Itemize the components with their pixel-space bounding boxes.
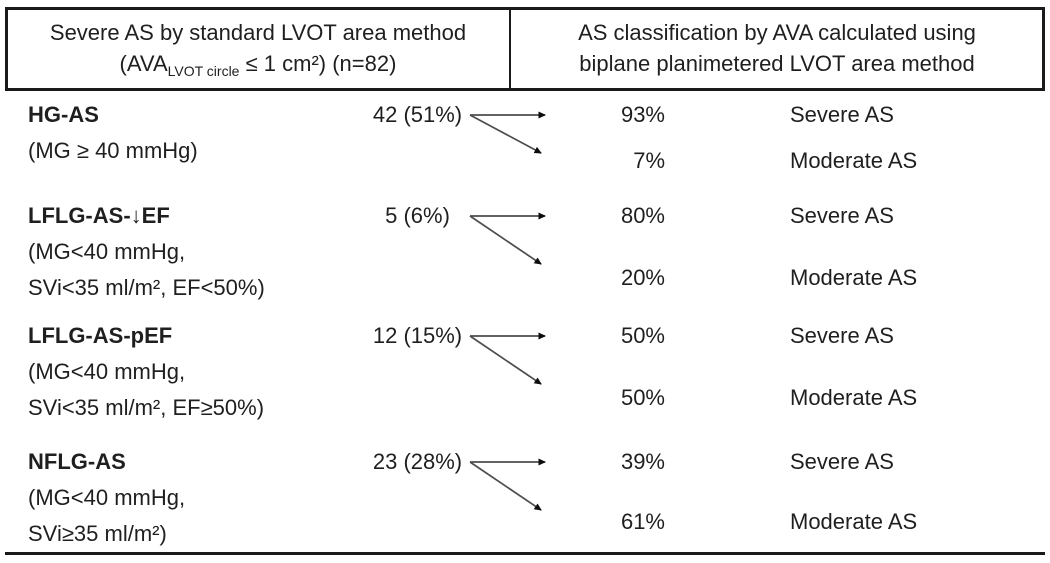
outcome-pct: 50%: [620, 385, 665, 410]
outcome-label: Severe AS: [790, 203, 894, 228]
header-right-cell: AS classification by AVA calculated usin…: [512, 10, 1042, 86]
row-name: LFLG-AS-pEF: [28, 323, 173, 348]
outcome-pct: 61%: [620, 509, 665, 534]
row-criteria-line: SVi<35 ml/m², EF≥50%): [28, 395, 265, 420]
outcome-label: Severe AS: [790, 323, 894, 348]
row-criteria-line: (MG<40 mmHg,: [28, 359, 186, 384]
outcome-pct: 93%: [620, 102, 665, 127]
header-left-subscript: LVOT circle: [167, 63, 240, 79]
outcome-pct: 7%: [633, 148, 665, 173]
row-label-hg-as: HG-AS (MG ≥ 40 mmHg): [28, 97, 358, 169]
outcome-label: Moderate AS: [790, 509, 918, 534]
row-count: 12 (15%): [372, 323, 463, 348]
row-criteria-line: SVi<35 ml/m², EF<50%): [28, 275, 265, 300]
row-count: 42 (51%): [372, 102, 463, 127]
outcome-pct: 39%: [620, 449, 665, 474]
outcome-label: Moderate AS: [790, 148, 918, 173]
outcome-pct: 50%: [620, 323, 665, 348]
outcome-label: Moderate AS: [790, 385, 918, 410]
border-right: [1042, 7, 1045, 91]
row-count: 23 (28%): [372, 449, 463, 474]
border-bottom: [5, 552, 1045, 555]
outcome-pct: 20%: [620, 265, 665, 290]
row-criteria-line: (MG ≥ 40 mmHg): [28, 138, 198, 163]
row-criteria-line: (MG<40 mmHg,: [28, 239, 186, 264]
row-criteria-line: (MG<40 mmHg,: [28, 485, 186, 510]
header-right-line1: AS classification by AVA calculated usin…: [578, 20, 976, 45]
header-left-line2: (AVALVOT circle ≤ 1 cm²) (n=82): [119, 51, 397, 79]
border-top: [5, 7, 1045, 10]
border-left: [5, 7, 8, 91]
header-right-line2: biplane planimetered LVOT area method: [579, 51, 975, 76]
row-name: HG-AS: [28, 102, 99, 127]
header-divider: [509, 7, 511, 91]
outcome-label: Severe AS: [790, 449, 894, 474]
row-name: NFLG-AS: [28, 449, 126, 474]
header-bottom-rule: [5, 88, 1045, 91]
header-left-line1: Severe AS by standard LVOT area method: [49, 20, 467, 45]
row-count: 5 (6%): [385, 203, 450, 228]
row-label-lflg-as-pef: LFLG-AS-pEF (MG<40 mmHg, SVi<35 ml/m², E…: [28, 318, 358, 426]
outcome-pct: 80%: [620, 203, 665, 228]
outcome-label: Moderate AS: [790, 265, 918, 290]
row-label-nflg-as: NFLG-AS (MG<40 mmHg, SVi≥35 ml/m²): [28, 444, 358, 552]
header-left-cell: Severe AS by standard LVOT area method (…: [8, 10, 508, 86]
row-name: LFLG-AS-↓EF: [28, 203, 170, 228]
outcome-label: Severe AS: [790, 102, 894, 127]
row-criteria-line: SVi≥35 ml/m²): [28, 521, 167, 546]
row-label-lflg-as-lowef: LFLG-AS-↓EF (MG<40 mmHg, SVi<35 ml/m², E…: [28, 198, 358, 306]
